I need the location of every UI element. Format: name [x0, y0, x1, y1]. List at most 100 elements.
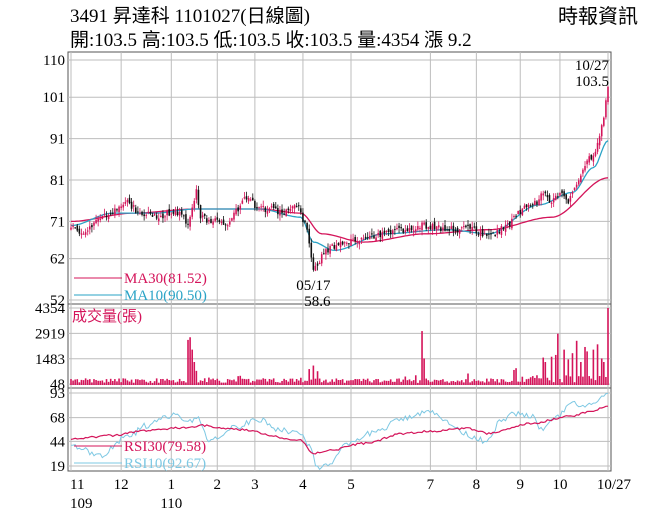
price-tick-label: 52 — [50, 293, 65, 309]
chart-title: 3491 昇達科 1101027(日線圖) — [70, 6, 310, 27]
volume-bar — [492, 378, 494, 385]
volume-bar — [168, 380, 171, 385]
volume-bar — [306, 380, 308, 385]
candle-body — [306, 222, 308, 230]
volume-bar — [450, 381, 453, 385]
volume-bar — [208, 377, 210, 385]
volume-bar — [554, 354, 557, 385]
volume-bar — [600, 358, 603, 385]
volume-bar — [103, 382, 106, 385]
volume-bar — [70, 379, 72, 385]
ma30-path — [71, 177, 609, 243]
candle-body — [603, 117, 605, 126]
candle — [463, 221, 465, 230]
volume-bar — [289, 378, 292, 385]
volume-bar — [341, 379, 344, 385]
volume-bar — [523, 381, 526, 385]
volume-bar — [350, 380, 352, 385]
candle — [243, 191, 246, 200]
rsi10-legend: RSI10(92.67) — [124, 456, 206, 472]
candle — [331, 243, 333, 246]
candle — [178, 207, 181, 221]
volume-bar — [421, 331, 423, 385]
candle-body — [421, 222, 423, 230]
volume-bar — [544, 362, 547, 385]
candle — [377, 229, 379, 238]
candle — [502, 226, 505, 232]
candle-body — [291, 206, 294, 209]
volume-bar — [377, 379, 379, 385]
candle-body — [231, 218, 233, 221]
candle — [594, 148, 597, 158]
candle-body — [402, 228, 405, 233]
candle-body — [249, 199, 252, 201]
candle — [448, 226, 450, 236]
month-label: 12 — [114, 477, 129, 493]
candle-body — [544, 191, 547, 194]
candle-body — [218, 219, 221, 223]
volume-bar — [178, 378, 181, 385]
candle — [565, 193, 568, 204]
candle-body — [143, 214, 145, 217]
candle — [316, 261, 319, 271]
candle — [408, 223, 411, 234]
candle — [406, 225, 409, 232]
volume-bar — [435, 379, 438, 385]
candle-body — [116, 209, 118, 211]
rsi-lines — [70, 392, 609, 471]
candle-body — [423, 222, 425, 225]
volume-bar — [360, 381, 363, 385]
volume-bar — [588, 376, 590, 385]
candle — [402, 228, 405, 234]
candle — [191, 203, 193, 220]
candle — [554, 193, 557, 201]
candle-body — [454, 229, 457, 231]
volume-bar — [525, 379, 528, 385]
candle — [550, 201, 553, 208]
candle-body — [488, 233, 490, 235]
candle — [111, 208, 114, 215]
volume-bar — [414, 375, 417, 385]
volume-bar — [233, 379, 235, 385]
volume-bar — [559, 378, 561, 385]
candle-body — [310, 242, 313, 258]
candle-body — [293, 205, 296, 209]
volume-bar — [149, 380, 152, 385]
volume-bar — [333, 381, 336, 385]
candle — [239, 203, 242, 215]
candle-body — [160, 215, 162, 218]
candle — [567, 198, 570, 205]
month-label: 4 — [299, 477, 307, 493]
candle — [358, 240, 361, 250]
volume-bar — [490, 378, 492, 385]
volume-bar — [607, 308, 609, 385]
candle-body — [362, 238, 365, 240]
volume-bar — [279, 382, 281, 385]
candle-body — [433, 221, 436, 230]
candle-body — [174, 209, 177, 216]
candle — [80, 228, 83, 239]
candle — [235, 203, 237, 216]
candle-body — [323, 253, 325, 255]
candle-body — [350, 239, 352, 246]
candle — [373, 231, 375, 240]
candle — [193, 198, 196, 212]
candle-body — [195, 189, 198, 200]
rsi30-legend: RSI30(79.58) — [124, 439, 206, 455]
candle — [396, 223, 398, 231]
volume-bar — [463, 382, 465, 385]
candle-body — [391, 230, 394, 234]
candle-body — [596, 142, 599, 152]
volume-bar — [251, 380, 254, 385]
volume-bar — [521, 376, 524, 385]
volume-bar — [206, 382, 208, 385]
volume-bar — [467, 373, 469, 385]
candle — [134, 204, 137, 214]
candle — [454, 227, 457, 235]
volume-bar — [402, 379, 405, 385]
volume-bar — [427, 380, 430, 385]
candle — [419, 225, 421, 233]
candle — [517, 210, 519, 215]
candle — [70, 223, 72, 231]
candle — [314, 262, 317, 272]
